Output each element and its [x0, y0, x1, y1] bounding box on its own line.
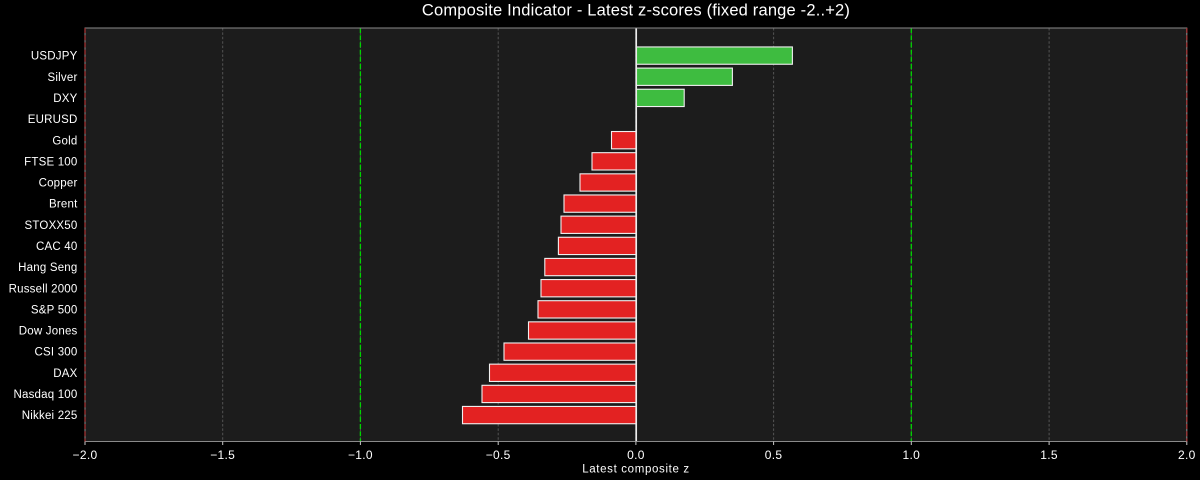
svg-text:Composite Indicator - Latest z: Composite Indicator - Latest z-scores (f… — [422, 2, 850, 20]
svg-text:Nikkei 225: Nikkei 225 — [22, 410, 78, 422]
svg-text:−1.5: −1.5 — [210, 448, 235, 462]
svg-text:−2.0: −2.0 — [73, 448, 98, 462]
svg-text:2.0: 2.0 — [1178, 448, 1196, 462]
svg-text:DAX: DAX — [53, 368, 77, 380]
svg-text:1.5: 1.5 — [1040, 448, 1058, 462]
svg-text:Nasdaq 100: Nasdaq 100 — [13, 389, 77, 401]
svg-text:DXY: DXY — [53, 93, 77, 105]
svg-text:STOXX50: STOXX50 — [25, 220, 78, 232]
svg-text:Brent: Brent — [49, 199, 78, 211]
svg-text:−1.0: −1.0 — [348, 448, 373, 462]
svg-text:CSI 300: CSI 300 — [35, 347, 78, 359]
svg-text:Gold: Gold — [52, 135, 77, 147]
svg-text:1.0: 1.0 — [903, 448, 921, 462]
svg-text:−0.5: −0.5 — [486, 448, 511, 462]
svg-text:FTSE 100: FTSE 100 — [24, 156, 77, 168]
svg-text:Hang Seng: Hang Seng — [18, 262, 77, 274]
svg-text:Latest composite z: Latest composite z — [582, 464, 690, 476]
svg-text:CAC 40: CAC 40 — [36, 241, 77, 253]
svg-text:Dow Jones: Dow Jones — [19, 326, 78, 338]
svg-text:0.5: 0.5 — [765, 448, 783, 462]
svg-text:EURUSD: EURUSD — [28, 114, 78, 126]
svg-text:USDJPY: USDJPY — [31, 51, 78, 63]
svg-text:Copper: Copper — [39, 178, 78, 190]
svg-text:Russell 2000: Russell 2000 — [9, 283, 78, 295]
svg-text:S&P 500: S&P 500 — [31, 304, 78, 316]
svg-text:Silver: Silver — [48, 72, 78, 84]
svg-text:0.0: 0.0 — [627, 448, 645, 462]
